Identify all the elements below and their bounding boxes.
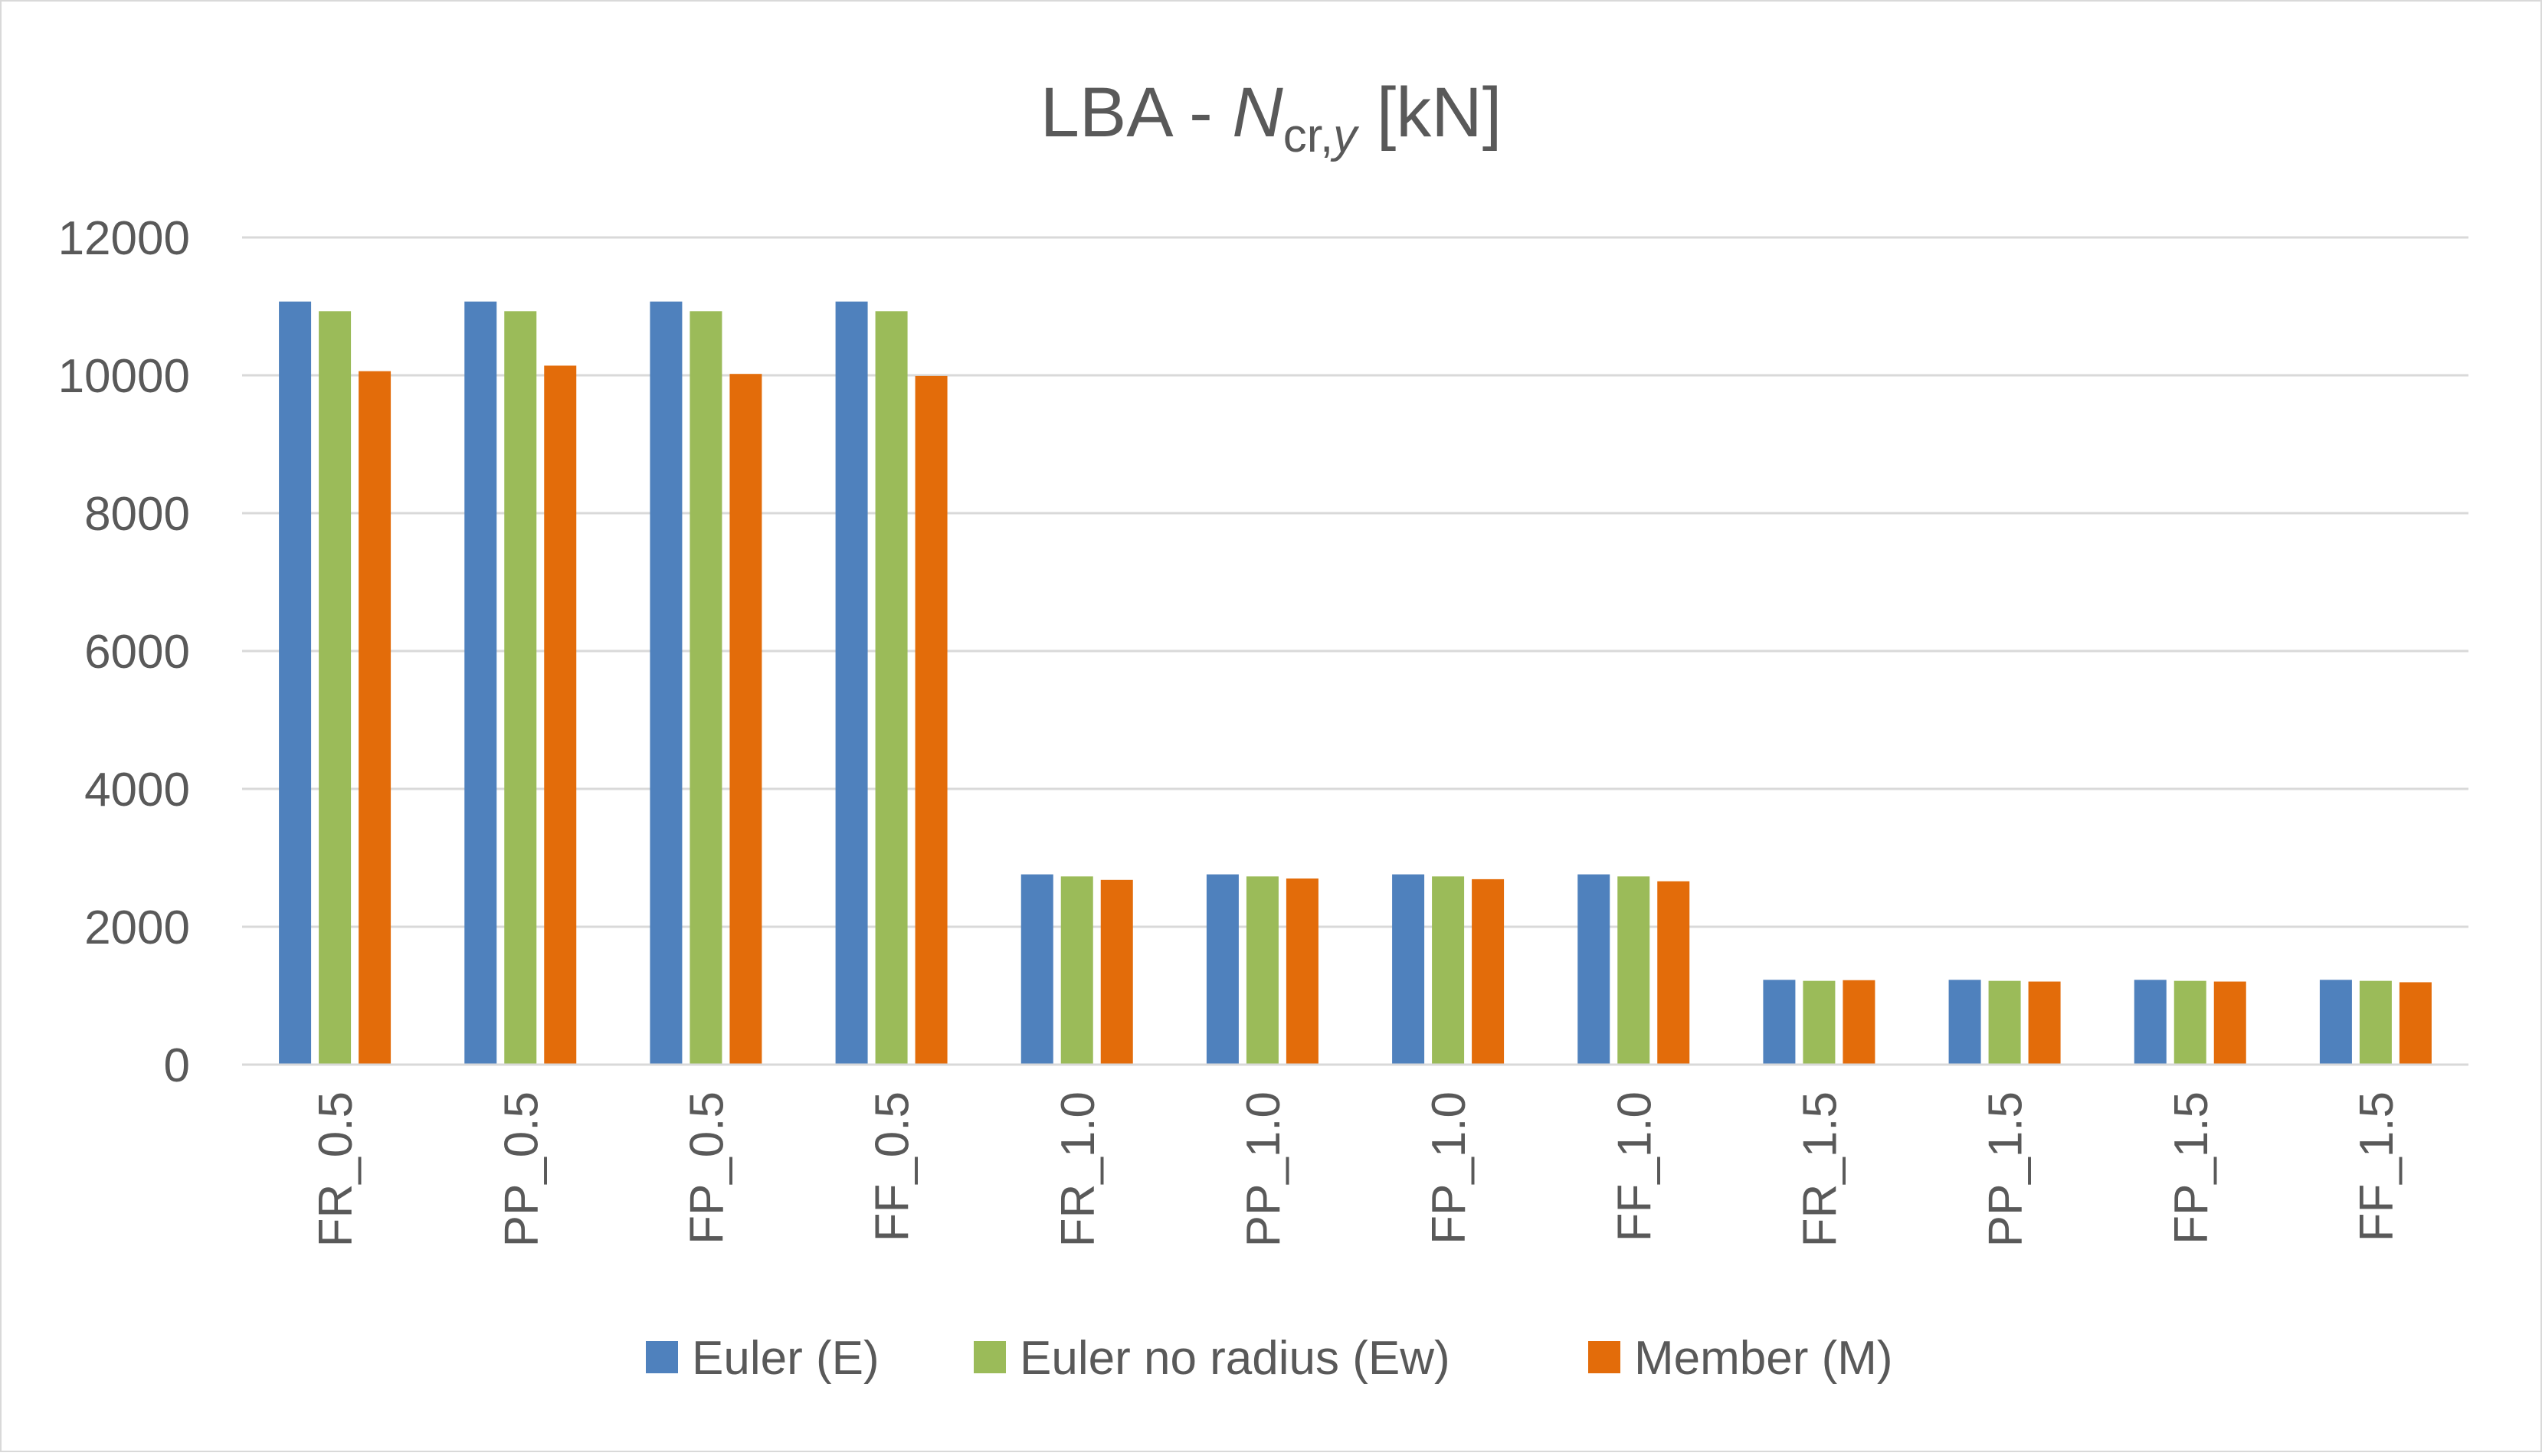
legend-label: Euler no radius (Ew) xyxy=(1020,1332,1450,1385)
bar xyxy=(2134,980,2167,1065)
x-tick-label: FP_1.5 xyxy=(2165,1091,2218,1245)
legend-swatch xyxy=(1588,1341,1620,1373)
legend-label: Member (M) xyxy=(1634,1332,1893,1385)
bar xyxy=(1803,980,1836,1065)
y-tick-label: 8000 xyxy=(84,488,190,541)
bar xyxy=(729,374,762,1065)
bar xyxy=(1948,980,1981,1065)
y-tick-label: 6000 xyxy=(84,626,190,679)
y-tick-label: 10000 xyxy=(58,350,190,403)
bar xyxy=(1286,879,1318,1065)
bar xyxy=(915,375,948,1065)
gridlines xyxy=(242,236,2468,928)
chart-title-subscript: cr, xyxy=(1283,110,1333,162)
y-tick-label: 12000 xyxy=(58,212,190,265)
bar xyxy=(319,311,352,1065)
bar xyxy=(1617,876,1650,1065)
bar xyxy=(875,311,908,1065)
bar xyxy=(1246,876,1279,1065)
chart-title-symbol: N xyxy=(1232,74,1283,152)
x-tick-label: FF_0.5 xyxy=(866,1091,919,1242)
y-tick-label: 0 xyxy=(164,1039,190,1092)
bar xyxy=(544,365,577,1065)
legend: Euler (E) Euler no radius (Ew) Member (M) xyxy=(646,1332,1893,1385)
x-tick-label: FP_1.0 xyxy=(1423,1091,1476,1245)
x-tick-label: FF_1.0 xyxy=(1608,1091,1661,1242)
bar xyxy=(1206,874,1239,1065)
x-tick-label: FP_0.5 xyxy=(680,1091,733,1245)
chart-title-prefix: LBA - xyxy=(1040,74,1233,152)
chart-title: LBA - Ncr,y [kN] xyxy=(1040,74,1502,162)
bar xyxy=(504,311,537,1065)
bar xyxy=(1392,874,1425,1065)
legend-swatch xyxy=(646,1341,678,1373)
x-tick-label: FF_1.5 xyxy=(2350,1091,2403,1242)
x-tick-label: FR_1.5 xyxy=(1793,1091,1846,1247)
bar xyxy=(1432,876,1465,1065)
x-tick-label: FR_1.0 xyxy=(1052,1091,1105,1247)
bar xyxy=(1988,980,2021,1065)
y-tick-label: 4000 xyxy=(84,764,190,816)
bar xyxy=(1843,980,1875,1065)
bar xyxy=(2173,980,2206,1065)
bar xyxy=(1577,874,1610,1065)
legend-label: Euler (E) xyxy=(692,1332,880,1385)
bar xyxy=(1472,879,1505,1065)
chart-title-subscript-italic: y xyxy=(1330,110,1360,162)
x-axis-tick-labels: FR_0.5 PP_0.5 FP_0.5 FF_0.5 FR_1.0 PP_1.0 FP_1… xyxy=(310,1091,2403,1247)
x-tick-label: PP_1.5 xyxy=(1980,1091,2033,1247)
bar xyxy=(835,301,868,1065)
y-tick-label: 2000 xyxy=(84,901,190,954)
bars xyxy=(279,301,2432,1065)
x-tick-label: PP_1.0 xyxy=(1237,1091,1290,1247)
bar xyxy=(1763,980,1796,1065)
bar xyxy=(2399,982,2432,1065)
y-axis-tick-labels: 0 2000 4000 6000 8000 10000 12000 xyxy=(58,212,190,1092)
bar xyxy=(2319,980,2352,1065)
bar xyxy=(650,301,683,1065)
x-tick-label: FR_0.5 xyxy=(310,1091,362,1247)
bar xyxy=(1657,881,1690,1065)
legend-swatch xyxy=(974,1341,1006,1373)
bar xyxy=(464,301,497,1065)
bar xyxy=(1020,874,1053,1065)
bar xyxy=(2359,980,2392,1065)
chart-title-suffix: [kN] xyxy=(1357,74,1502,152)
bar xyxy=(2213,981,2246,1065)
bar xyxy=(2028,981,2061,1065)
bar xyxy=(690,311,722,1065)
bar xyxy=(359,371,391,1065)
bar xyxy=(1060,876,1093,1065)
bar xyxy=(1100,879,1133,1065)
x-tick-label: PP_0.5 xyxy=(495,1091,548,1247)
bar xyxy=(279,301,312,1065)
